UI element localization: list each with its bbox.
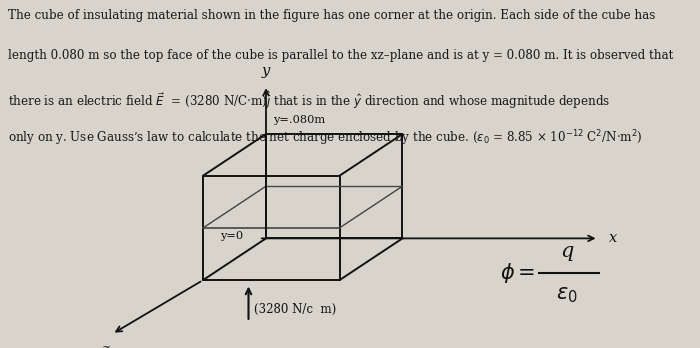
Text: (3280 N/c  m): (3280 N/c m) <box>254 303 337 316</box>
Text: $\varepsilon_0$: $\varepsilon_0$ <box>556 285 577 305</box>
Text: there is an electric field $\vec{E}$  = (3280 N/C·m)$\hat{j}$ that is in the $\h: there is an electric field $\vec{E}$ = (… <box>8 89 610 111</box>
Text: only on y. Use Gauss’s law to calculate the net charge enclosed by the cube. ($\: only on y. Use Gauss’s law to calculate … <box>8 129 643 148</box>
Text: length 0.080 m so the top face of the cube is parallel to the xz–plane and is at: length 0.080 m so the top face of the cu… <box>8 49 674 62</box>
Text: z: z <box>101 343 109 348</box>
Text: y=0: y=0 <box>220 231 244 242</box>
Text: q: q <box>560 242 574 261</box>
Text: The cube of insulating material shown in the figure has one corner at the origin: The cube of insulating material shown in… <box>8 9 656 22</box>
Text: x: x <box>609 231 617 245</box>
Text: y: y <box>262 64 270 78</box>
Text: y=.080m: y=.080m <box>273 115 326 125</box>
Text: $\phi=$: $\phi=$ <box>500 261 536 285</box>
